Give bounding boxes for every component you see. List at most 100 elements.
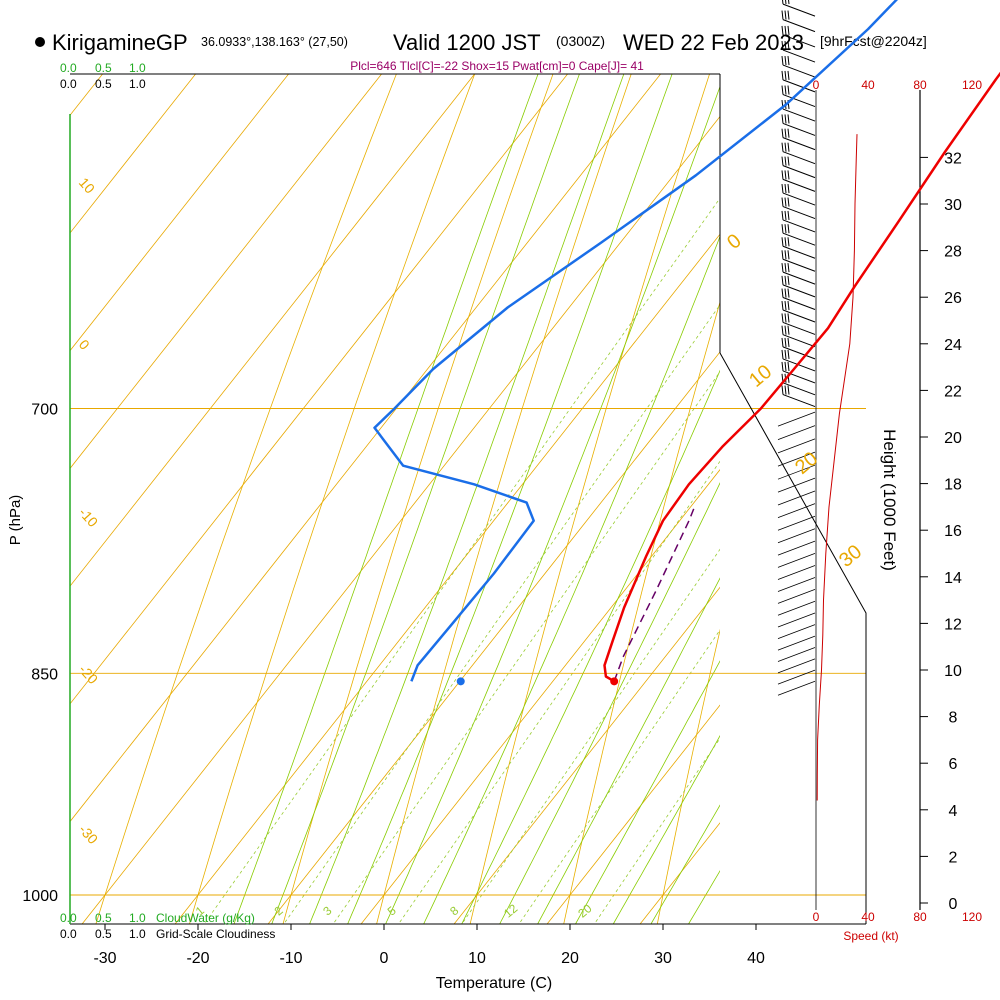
wind-barb [781,313,816,335]
forecast-run: [9hrFcst@2204z] [820,33,927,49]
isotherm [70,74,196,234]
wind-barb [777,600,816,616]
wind-barb [781,142,816,165]
x-tick--10: -10 [279,950,302,967]
wind-barb [781,263,816,285]
zulu-time: (0300Z) [556,33,605,49]
height-tick-30: 30 [944,197,962,214]
wind-barb [781,361,816,384]
wind-barb [777,565,816,580]
height-tick-32: 32 [944,150,962,167]
wind-barb [781,250,816,272]
x-tick--30: -30 [93,950,116,967]
wind-barb [777,612,816,628]
mixing-ratio-line [203,197,720,924]
dry-adiabat [656,628,720,924]
height-tick-24: 24 [944,337,962,354]
wind-barb [777,528,816,544]
pressure-tick-1000: 1000 [22,888,58,905]
height-tick-28: 28 [944,244,962,261]
x-tick--20: -20 [186,950,209,967]
dry-adiabat [563,300,720,924]
wind-barb [781,128,816,151]
height-tick-22: 22 [944,383,962,400]
dry-adiabat [282,74,554,924]
height-tick-18: 18 [944,477,962,494]
isotherm [81,115,720,924]
wind-barb [782,0,816,17]
height-tick-12: 12 [944,616,962,633]
wind-barb [777,658,816,674]
pressure-tick-850: 850 [31,666,58,683]
moist-adiabat [499,482,720,924]
height-axis-title: Height (1000 Feet) [880,429,899,571]
speed-tick-top-40: 40 [861,78,875,92]
height-tick-2: 2 [949,849,958,866]
isotherm-label: 20 [791,448,822,479]
dry-adiabat [839,0,1000,962]
moist-adiabat [233,74,539,924]
wind-barb [777,451,816,467]
isotherm [70,74,289,352]
x-tick-40: 40 [747,950,765,967]
cloudwater-label: CloudWater (g/Kg) [156,911,255,925]
wind-barb [781,224,816,246]
moist-adiabat [309,74,625,924]
speed-tick-top-120: 120 [962,78,982,92]
dry-adiabat-label: 10 [76,174,98,196]
isotherm-label: 10 [745,361,776,392]
frame-right-lower [719,352,867,924]
wind-barb [781,156,816,179]
speed-tick-bottom-40: 40 [861,910,875,924]
wind-barb [781,10,816,33]
wind-barb [781,337,816,360]
dry-adiabat [95,74,397,924]
wind-barb [777,647,816,662]
moist-adiabat [537,577,720,924]
mixing-ratio-line [398,460,720,924]
mixing-ratio-line [283,304,720,924]
cloudwater-scale-top-2: 1.0 [129,61,146,75]
wind-barb [777,589,816,604]
isotherm [267,351,720,924]
isotherm [174,233,720,924]
wind-barb [781,349,816,372]
dry-adiabat-label: -20 [76,661,102,687]
dry-adiabat [933,0,1000,962]
dry-adiabat [376,74,632,924]
wind-barb [781,197,816,220]
dry-adiabat-label: -30 [76,821,102,847]
dry-adiabat-label: -10 [76,504,102,530]
wind-barb [777,577,816,592]
cloudwater-scale-top-0: 0.0 [60,61,77,75]
isotherm [70,74,661,823]
mixing-ratio-line [332,371,720,924]
parcel-profile [613,505,696,682]
cloudwater-scale-bottom-2: 1.0 [129,911,146,925]
mixing-ratio-label-12: 12 [501,901,520,921]
wind-barb [781,183,816,206]
wind-barb [777,680,816,696]
wind-barb [781,25,816,48]
wind-barb [781,237,816,259]
wind-barb [781,41,816,63]
height-tick-0: 0 [949,896,958,913]
moist-adiabat [271,74,580,924]
cloudiness-scale-bottom-0: 0.0 [60,927,77,941]
cloudwater-scale-bottom-0: 0.0 [60,911,77,925]
wind-speed-profile [816,134,858,801]
station-name: KirigamineGP [52,30,188,55]
x-axis-title: Temperature (C) [436,975,552,992]
isotherm [453,586,720,924]
x-tick-30: 30 [654,950,672,967]
wind-barb [777,515,816,531]
wind-barb [777,540,816,556]
speed-tick-top-0: 0 [813,78,820,92]
speed-axis-title: Speed (kt) [843,929,898,943]
x-tick-0: 0 [380,950,389,967]
wind-barb [781,56,816,78]
wind-barb [777,669,816,685]
cloudiness-scale-top-2: 1.0 [129,77,146,91]
speed-tick-bottom-0: 0 [813,910,820,924]
wind-barb [777,425,816,440]
